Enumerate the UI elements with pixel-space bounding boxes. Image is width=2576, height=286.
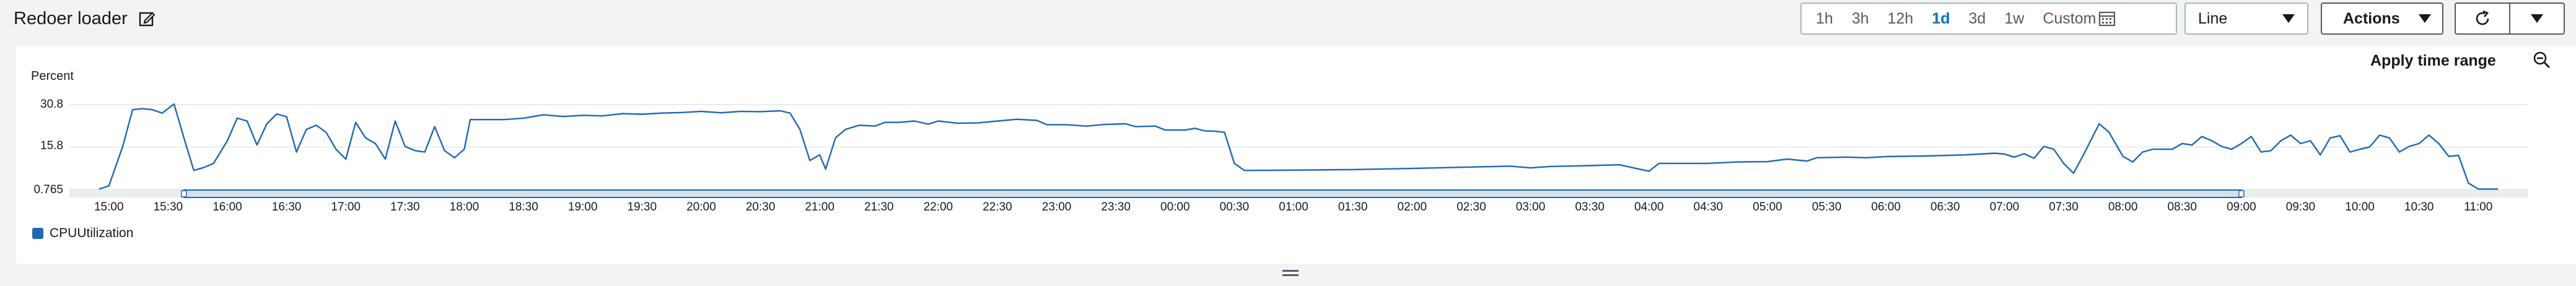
x-tick-label: 15:00 [94, 201, 124, 214]
y-tick-label: 30.8 [40, 98, 63, 111]
x-tick-label: 21:00 [805, 201, 835, 214]
chart-type-value: Line [2198, 9, 2228, 27]
x-tick-label: 08:00 [2108, 201, 2138, 214]
actions-label: Actions [2343, 9, 2400, 27]
x-tick-label: 19:00 [567, 201, 598, 214]
x-tick-label: 06:00 [1871, 201, 1901, 214]
zoom-out-icon[interactable] [2533, 51, 2551, 69]
apply-time-range-link[interactable]: Apply time range [2370, 52, 2496, 69]
time-range-selector: 1h 3h 12h 1d 3d 1w Custom [1800, 2, 2177, 35]
x-tick-label: 20:00 [686, 201, 716, 214]
time-scrub-bar[interactable] [69, 190, 2528, 197]
x-tick-label: 23:30 [1101, 201, 1131, 214]
legend-item-cpuutilization[interactable]: CPUUtilization [32, 226, 133, 241]
x-tick-label: 21:30 [864, 201, 894, 214]
x-tick-label: 04:00 [1634, 201, 1664, 214]
x-tick-label: 17:30 [390, 201, 420, 214]
x-tick-label: 22:00 [923, 201, 953, 214]
x-tick-label: 05:00 [1753, 201, 1782, 214]
range-custom-label: Custom [2043, 9, 2096, 27]
legend-swatch [32, 228, 43, 239]
x-tick-label: 09:00 [2227, 201, 2256, 214]
dashboard-title: Redoer loader [14, 8, 128, 28]
actions-button[interactable]: Actions [2321, 2, 2443, 35]
y-axis-label: Percent [31, 69, 74, 83]
x-tick-label: 00:00 [1160, 201, 1190, 214]
range-3h-button[interactable]: 3h [1851, 9, 1869, 27]
refresh-options-button[interactable] [2510, 4, 2564, 33]
y-tick-label: 0.765 [33, 183, 63, 196]
x-tick-label: 09:30 [2285, 201, 2316, 214]
refresh-button-group [2455, 2, 2565, 35]
x-tick-label: 17:00 [331, 201, 361, 214]
series-line-cpuutilization[interactable] [99, 103, 2499, 190]
time-selection-brush[interactable] [183, 189, 2242, 198]
chevron-down-icon [2419, 14, 2431, 23]
range-1w-button[interactable]: 1w [2004, 9, 2025, 27]
dashboard-toolbar: 1h 3h 12h 1d 3d 1w Custom Line Acti [0, 2, 2576, 35]
x-tick-label: 07:00 [1989, 201, 2020, 214]
x-tick-label: 03:30 [1575, 201, 1605, 214]
brush-handle-start[interactable] [181, 190, 187, 197]
x-tick-label: 01:00 [1279, 201, 1308, 214]
x-tick-label: 23:00 [1041, 201, 1072, 214]
x-tick-label: 02:30 [1457, 201, 1486, 214]
x-tick-label: 16:30 [271, 201, 302, 214]
x-tick-label: 03:00 [1515, 201, 1546, 214]
x-tick-label: 00:30 [1219, 201, 1250, 214]
x-tick-label: 05:30 [1812, 201, 1842, 214]
chevron-down-icon [2282, 14, 2295, 23]
x-tick-label: 22:30 [983, 201, 1012, 214]
x-tick-label: 20:30 [745, 201, 776, 214]
calendar-icon [2098, 11, 2116, 27]
x-tick-label: 18:30 [509, 201, 538, 214]
chart-type-select[interactable]: Line [2184, 2, 2308, 35]
x-tick-label: 07:30 [2049, 201, 2079, 214]
cpu-utilization-line-chart[interactable] [0, 0, 2576, 210]
refresh-button[interactable] [2456, 4, 2510, 33]
x-tick-label: 10:30 [2404, 201, 2434, 214]
x-tick-label: 04:30 [1693, 201, 1724, 214]
brush-handle-end[interactable] [2238, 190, 2245, 197]
x-tick-label: 02:00 [1397, 201, 1427, 214]
legend-label: CPUUtilization [50, 226, 134, 240]
y-tick-label: 15.8 [40, 139, 63, 152]
x-tick-label: 08:30 [2167, 201, 2197, 214]
dashboard-title-bar: Redoer loader [14, 6, 156, 31]
x-tick-label: 06:30 [1930, 201, 1960, 214]
range-1h-button[interactable]: 1h [1816, 9, 1833, 27]
x-tick-label: 19:30 [627, 201, 657, 214]
resize-handle[interactable] [1282, 270, 1299, 279]
x-tick-label: 18:00 [449, 201, 480, 214]
x-tick-label: 15:30 [153, 201, 183, 214]
range-12h-button[interactable]: 12h [1887, 9, 1914, 27]
refresh-icon [2476, 10, 2489, 25]
widget-panel [16, 46, 2576, 264]
range-3d-button[interactable]: 3d [1968, 9, 1986, 27]
x-tick-label: 01:30 [1338, 201, 1368, 214]
x-tick-label: 10:00 [2345, 201, 2375, 214]
x-tick-label: 16:00 [212, 201, 242, 214]
range-1d-button[interactable]: 1d [1932, 9, 1950, 27]
chevron-down-icon [2531, 14, 2543, 23]
x-tick-label: 11:00 [2464, 201, 2493, 214]
range-custom-button[interactable]: Custom [2033, 4, 2125, 33]
edit-icon[interactable] [139, 11, 156, 27]
